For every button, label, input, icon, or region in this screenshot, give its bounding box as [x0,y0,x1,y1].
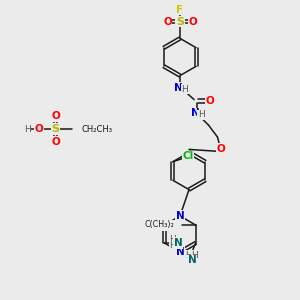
Text: H: H [24,124,31,134]
Text: N: N [190,108,200,118]
Text: H: H [192,250,198,260]
Text: N: N [173,238,182,248]
Text: H: H [186,250,192,260]
Text: S: S [176,17,184,27]
Text: N: N [176,211,184,221]
Text: Cl: Cl [182,151,194,161]
Text: H: H [169,242,176,250]
Text: S: S [52,124,59,134]
Text: N: N [176,247,184,257]
Text: O: O [216,143,225,154]
Text: C(CH₃)₂: C(CH₃)₂ [145,220,175,230]
Text: CH₂CH₃: CH₂CH₃ [81,124,112,134]
Text: N: N [188,255,196,266]
Text: O: O [51,136,60,147]
Text: O: O [206,96,214,106]
Text: O: O [34,124,43,134]
Text: O: O [51,111,60,122]
Text: O: O [163,17,172,27]
Text: H: H [198,110,205,119]
Text: H: H [182,85,188,94]
Text: N: N [160,220,169,230]
Text: N: N [174,82,183,93]
Text: F: F [176,5,184,15]
Text: O: O [188,17,197,27]
Text: H: H [169,236,176,244]
